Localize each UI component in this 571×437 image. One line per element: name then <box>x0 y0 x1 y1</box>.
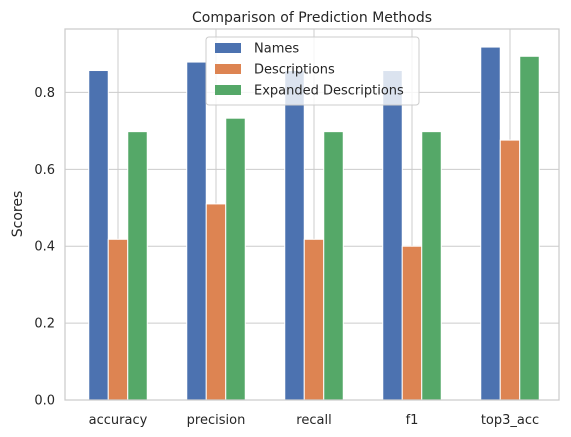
bar-names-top3_acc <box>480 46 501 401</box>
bar-descriptions-accuracy <box>107 238 129 401</box>
y-tick-label: 0.0 <box>34 394 55 409</box>
legend-swatch <box>215 64 241 74</box>
bar-expanded-descriptions-recall <box>323 131 344 401</box>
legend-box <box>205 36 420 106</box>
bar-expanded-descriptions-top3_acc <box>519 55 540 401</box>
legend-swatch <box>215 85 241 95</box>
bar-names-f1 <box>382 70 403 401</box>
x-tick-labels: accuracy precision recall f1 top3_acc <box>89 413 540 428</box>
bar-names-recall <box>284 70 305 401</box>
bar-expanded-descriptions-precision <box>225 117 246 401</box>
x-tick-label: accuracy <box>89 413 148 428</box>
legend-label: Descriptions <box>254 63 335 78</box>
legend-label: Names <box>254 42 299 57</box>
bar-names-accuracy <box>88 70 109 401</box>
legend: Names Descriptions Expanded Descriptions <box>205 36 420 106</box>
x-tick-label: f1 <box>406 413 419 428</box>
plot-frame <box>64 28 560 401</box>
y-axis-label: Scores <box>10 191 26 238</box>
x-tick-label: top3_acc <box>481 413 539 428</box>
bar-descriptions-precision <box>205 203 227 401</box>
chart-title: Comparison of Prediction Methods <box>192 10 432 26</box>
bar-names-precision <box>186 61 207 401</box>
bar-descriptions-recall <box>303 238 325 401</box>
y-tick-labels: 0.0 0.2 0.4 0.6 0.8 <box>34 86 55 409</box>
legend-swatch <box>215 43 241 53</box>
y-tick-label: 0.6 <box>34 163 55 178</box>
x-tick-label: precision <box>187 413 246 428</box>
x-tick-label: recall <box>296 413 331 428</box>
y-tick-label: 0.4 <box>34 240 55 255</box>
bars <box>88 46 540 401</box>
bar-descriptions-top3_acc <box>499 139 521 401</box>
bar-expanded-descriptions-f1 <box>421 131 442 401</box>
bar-descriptions-f1 <box>401 245 423 401</box>
y-tick-label: 0.8 <box>34 86 55 101</box>
y-tick-label: 0.2 <box>34 317 55 332</box>
bar-expanded-descriptions-accuracy <box>127 131 148 401</box>
legend-label: Expanded Descriptions <box>254 84 404 99</box>
